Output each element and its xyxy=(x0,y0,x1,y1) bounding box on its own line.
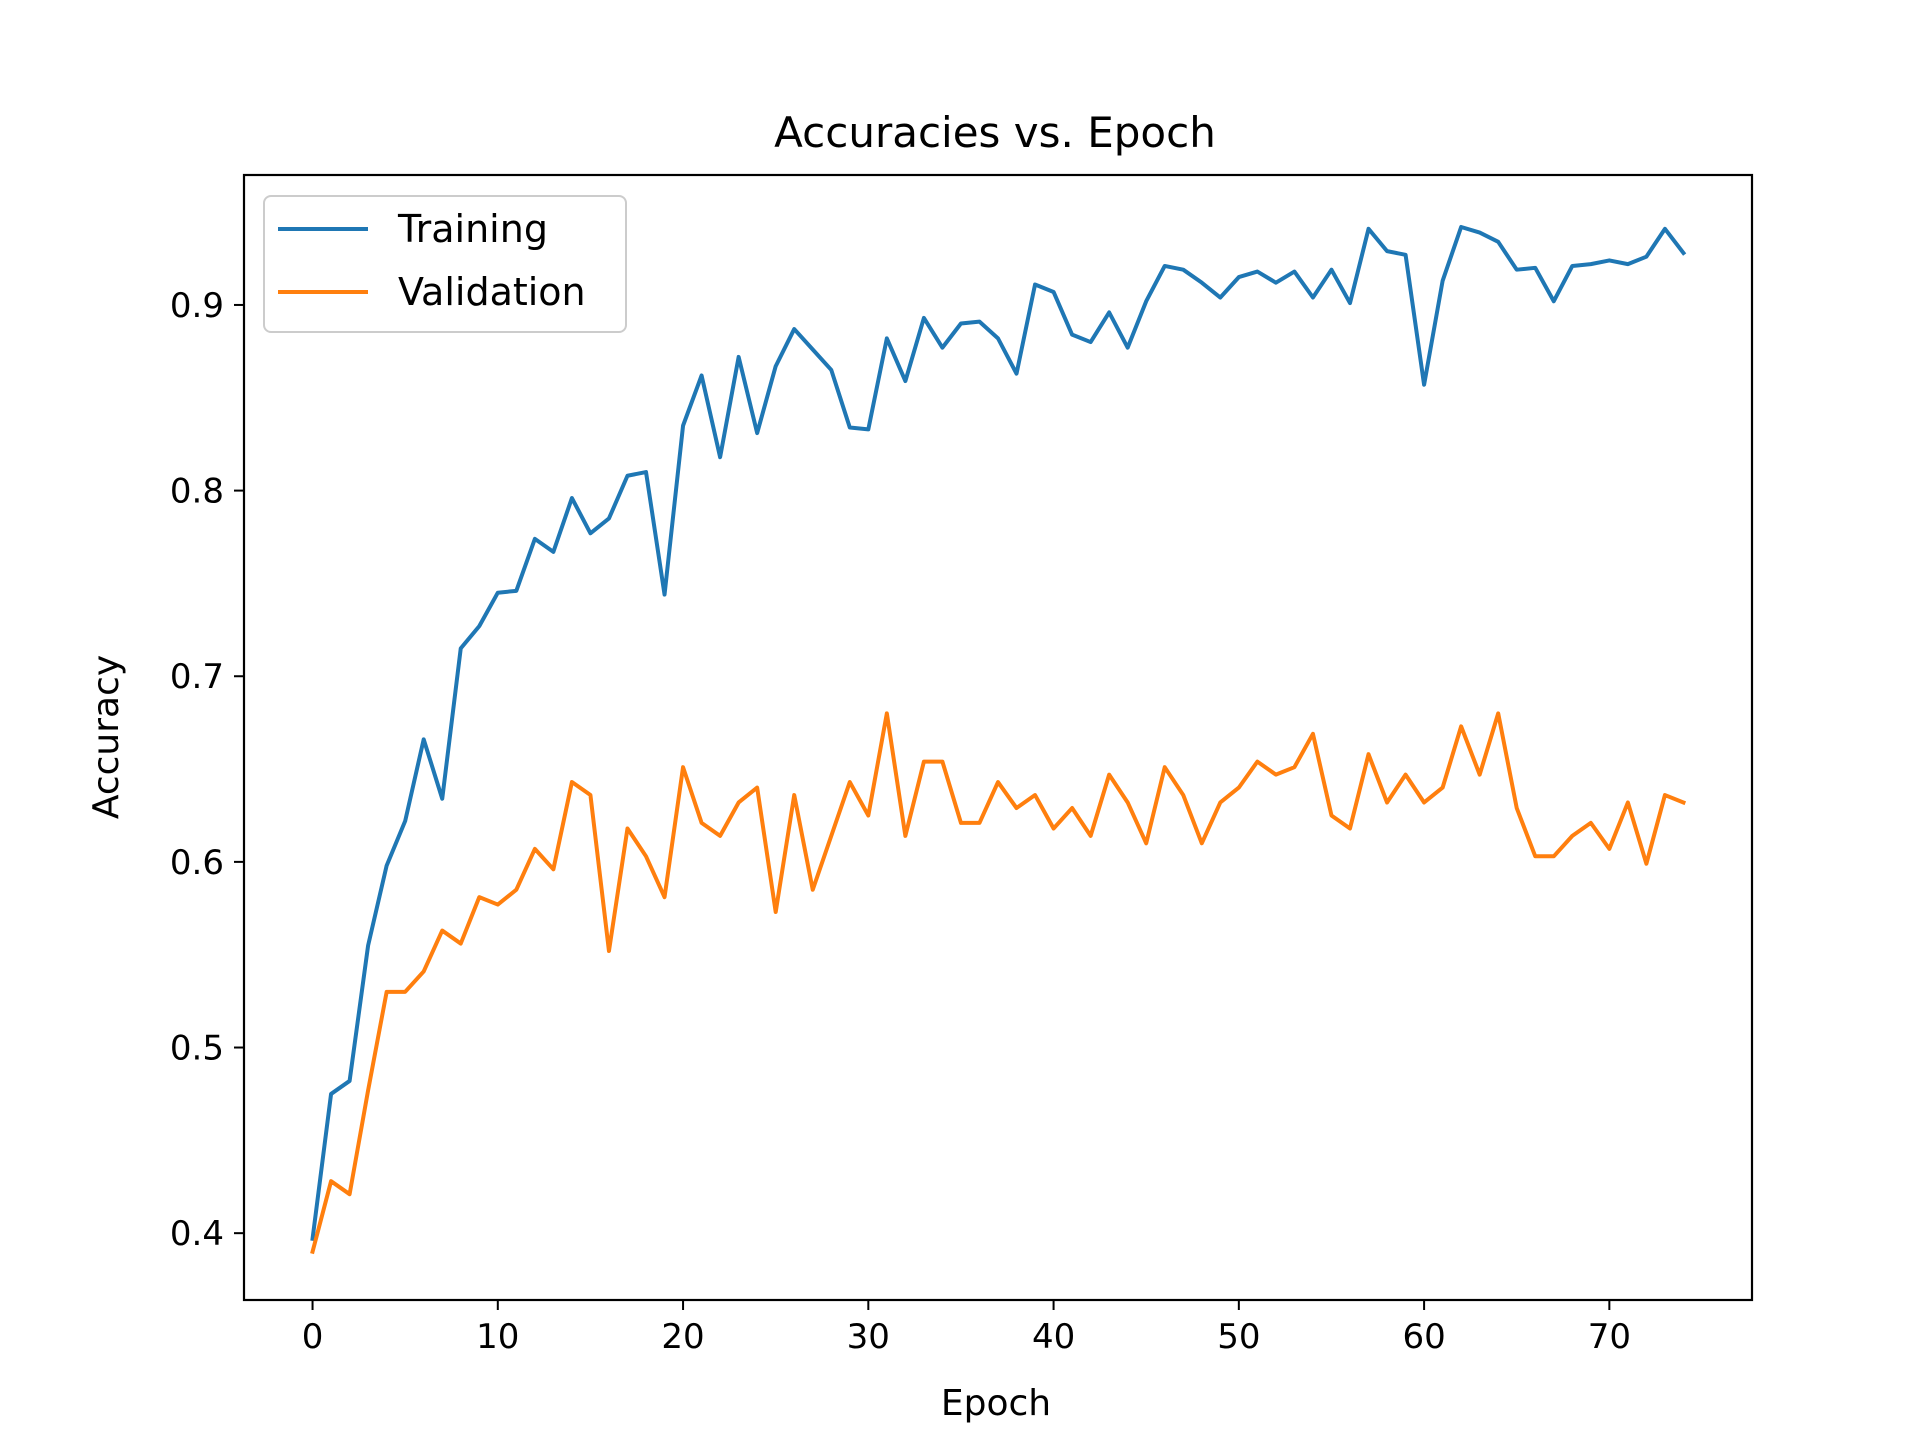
x-tick-label: 60 xyxy=(1402,1317,1445,1357)
y-axis: 0.4 0.5 0.6 0.7 0.8 0.9 xyxy=(170,286,244,1254)
series-line-validation xyxy=(310,711,1687,1255)
axes-frame xyxy=(242,173,1754,1302)
legend: Training Validation xyxy=(263,195,627,333)
x-axis: 0 10 20 30 40 50 60 70 xyxy=(302,1300,1631,1357)
x-axis-label: Epoch xyxy=(941,1383,1051,1424)
x-tick-label: 20 xyxy=(661,1317,704,1357)
plot-area xyxy=(310,224,1687,1255)
y-tick-label: 0.5 xyxy=(170,1029,224,1069)
legend-label-training: Training xyxy=(397,207,548,251)
x-tick-label: 50 xyxy=(1217,1317,1260,1357)
y-tick-label: 0.6 xyxy=(170,843,224,883)
x-tick-label: 10 xyxy=(476,1317,519,1357)
x-tick-label: 30 xyxy=(847,1317,890,1357)
y-tick-label: 0.9 xyxy=(170,286,224,326)
legend-label-validation: Validation xyxy=(398,270,586,314)
series-line-training xyxy=(310,224,1687,1241)
y-tick-label: 0.7 xyxy=(170,657,224,697)
x-tick-label: 0 xyxy=(302,1317,324,1357)
chart-title: Accuracies vs. Epoch xyxy=(774,108,1216,157)
x-tick-label: 40 xyxy=(1032,1317,1075,1357)
y-axis-label: Accuracy xyxy=(86,655,127,819)
y-tick-label: 0.4 xyxy=(170,1214,224,1254)
x-tick-label: 70 xyxy=(1588,1317,1631,1357)
y-tick-label: 0.8 xyxy=(170,472,224,512)
